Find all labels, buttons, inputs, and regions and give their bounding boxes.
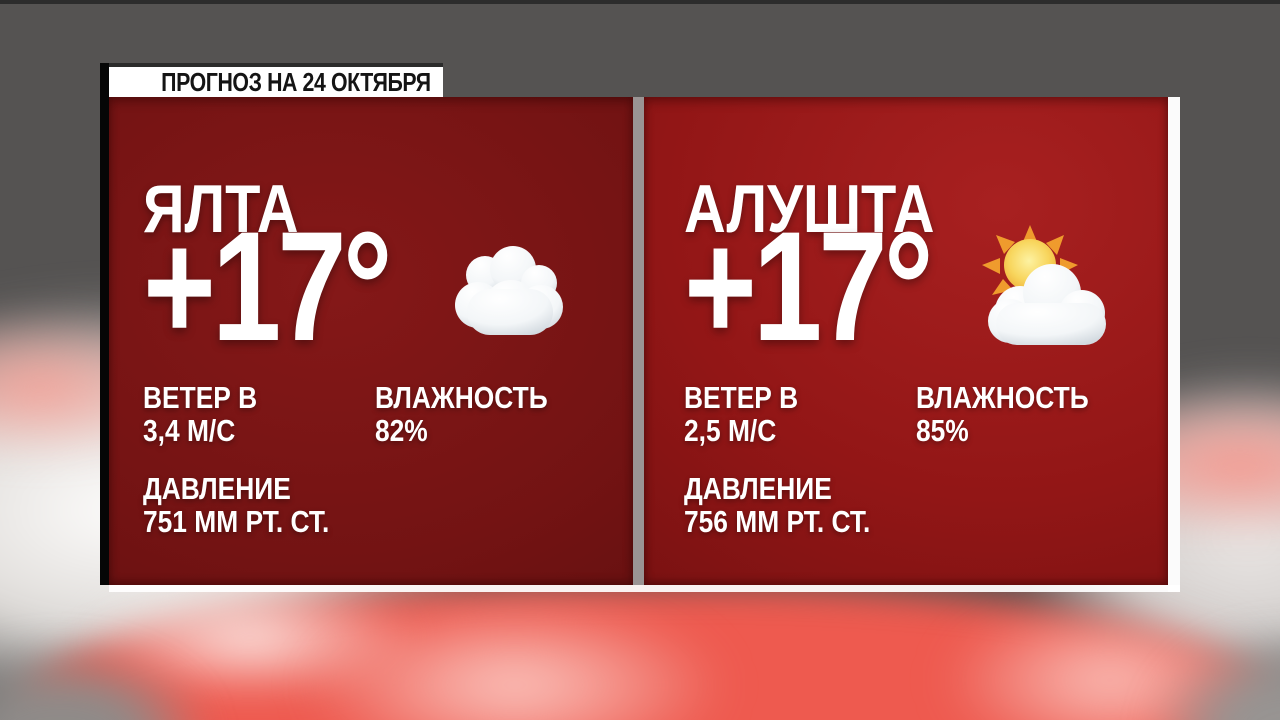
humidity-value: 85%: [916, 413, 969, 449]
pressure-value: 751 ММ РТ. СТ.: [143, 504, 330, 540]
pressure-label: ДАВЛЕНИЕ: [684, 471, 832, 506]
city-name: ЯЛТА: [143, 171, 299, 248]
city-name: АЛУШТА: [684, 171, 935, 248]
pressure-value: 756 ММ РТ. СТ.: [684, 504, 871, 540]
wind-value: 2,5 М/С: [684, 413, 777, 449]
cloud-icon: [451, 245, 567, 342]
wind-label: ВЕТЕР В: [684, 380, 799, 415]
wind-detail: ВЕТЕР В 3,4 М/С: [143, 381, 277, 448]
humidity-detail: ВЛАЖНОСТЬ 82%: [375, 381, 578, 448]
wind-label: ВЕТЕР В: [143, 380, 258, 415]
bottom-white-edge: [109, 585, 1180, 592]
left-accent-bar: [100, 63, 109, 585]
humidity-detail: ВЛАЖНОСТЬ 85%: [916, 381, 1119, 448]
temperature-value: +17°: [143, 200, 393, 374]
forecast-date-banner: ПРОГНОЗ НА 24 ОКТЯБРЯ: [109, 63, 443, 98]
sun-behind-cloud-icon: [976, 223, 1110, 350]
pressure-detail: ДАВЛЕНИЕ 751 ММ РТ. СТ.: [143, 472, 362, 539]
temperature-value: +17°: [684, 200, 934, 374]
top-dark-line: [0, 0, 1280, 4]
humidity-label: ВЛАЖНОСТЬ: [916, 380, 1089, 415]
humidity-value: 82%: [375, 413, 428, 449]
weather-panel-alushta: АЛУШТА +17°: [644, 97, 1168, 585]
wind-detail: ВЕТЕР В 2,5 М/С: [684, 381, 818, 448]
forecast-date-title: ПРОГНОЗ НА 24 ОКТЯБРЯ: [161, 67, 432, 97]
humidity-label: ВЛАЖНОСТЬ: [375, 380, 548, 415]
pressure-detail: ДАВЛЕНИЕ 756 ММ РТ. СТ.: [684, 472, 903, 539]
weather-panel-yalta: ЯЛТА +17°: [109, 97, 633, 585]
wind-value: 3,4 М/С: [143, 413, 236, 449]
pressure-label: ДАВЛЕНИЕ: [143, 471, 291, 506]
panel-divider: [633, 97, 644, 585]
right-white-edge: [1168, 97, 1180, 592]
